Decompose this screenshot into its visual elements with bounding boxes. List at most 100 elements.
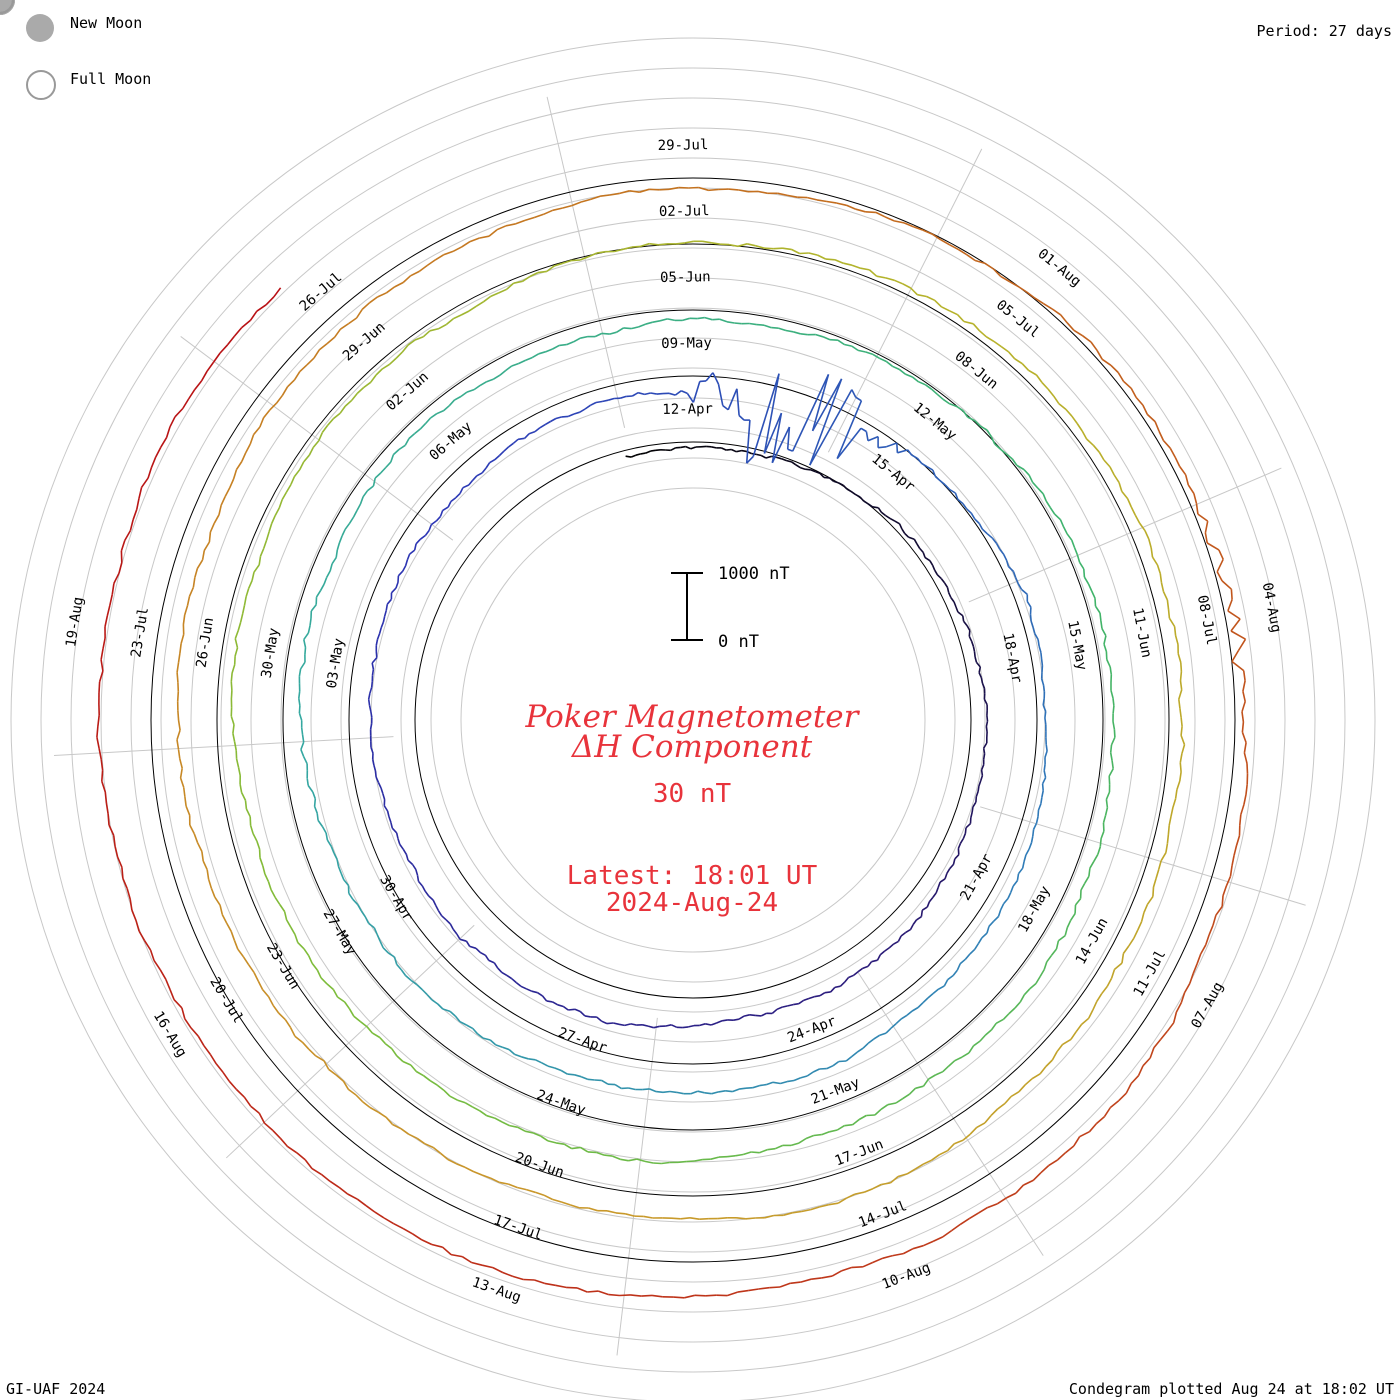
trace-segment xyxy=(670,1024,678,1029)
trace-segment xyxy=(258,1112,266,1124)
trace-segment xyxy=(694,1294,706,1297)
trace-segment xyxy=(465,940,471,947)
trace-segment xyxy=(786,1079,795,1083)
trace-segment xyxy=(1110,364,1119,374)
trace-segment xyxy=(982,748,986,754)
trace-segment xyxy=(1004,1095,1012,1105)
trace-segment xyxy=(773,247,783,250)
trace-segment xyxy=(147,467,153,479)
trace-segment xyxy=(765,455,772,459)
trace-segment xyxy=(442,1246,452,1256)
trace-segment xyxy=(1215,906,1223,916)
trace-segment xyxy=(830,986,836,993)
trace-segment xyxy=(704,316,713,321)
trace-segment xyxy=(874,1108,882,1116)
trace-segment xyxy=(798,1137,807,1144)
trace-segment xyxy=(704,1092,712,1095)
date-label: 17-Jul xyxy=(491,1212,544,1244)
trace-segment xyxy=(482,1037,491,1041)
legend-new-moon-label: New Moon xyxy=(70,14,143,32)
trace-segment xyxy=(187,389,196,400)
trace-segment xyxy=(826,200,837,204)
trace-segment xyxy=(913,225,924,231)
trace-segment xyxy=(968,630,971,637)
trace-segment xyxy=(954,1056,963,1062)
trace-segment xyxy=(838,1060,847,1063)
trace-segment xyxy=(121,867,124,879)
trace-segment xyxy=(336,542,341,551)
trace-segment xyxy=(312,791,317,800)
trace-segment xyxy=(647,1025,654,1029)
trace-segment xyxy=(201,550,206,561)
trace-segment xyxy=(1021,861,1025,869)
trace-segment xyxy=(219,905,224,915)
trace-segment xyxy=(132,509,138,521)
trace-segment xyxy=(601,332,610,335)
trace-segment xyxy=(344,522,351,530)
trace-segment xyxy=(441,915,447,921)
trace-segment xyxy=(620,1158,629,1162)
trace-segment xyxy=(468,479,474,486)
trace-segment xyxy=(579,1010,586,1017)
date-label: 11-Jun xyxy=(1129,606,1154,659)
trace-segment xyxy=(489,458,496,464)
scale-bar: 1000 nT 0 nT xyxy=(671,564,790,652)
trace-segment xyxy=(390,454,395,463)
trace-segment xyxy=(943,582,949,588)
trace-segment xyxy=(194,568,199,578)
trace-segment xyxy=(355,308,363,319)
trace-segment xyxy=(244,800,248,809)
trace-segment xyxy=(320,977,328,985)
trace-segment xyxy=(347,1088,357,1096)
trace-segment xyxy=(233,327,243,337)
trace-segment xyxy=(790,1142,800,1147)
trace-segment xyxy=(962,410,969,418)
trace-segment xyxy=(690,1090,698,1095)
trace-segment xyxy=(541,995,548,1002)
trace-segment xyxy=(639,188,650,193)
trace-segment xyxy=(554,1067,562,1072)
trace-segment xyxy=(614,248,624,253)
trace-segment xyxy=(964,827,967,834)
trace-segment xyxy=(1101,358,1112,366)
trace-segment xyxy=(940,239,950,246)
trace-segment xyxy=(181,1007,186,1020)
trace-segment xyxy=(662,1090,671,1094)
trace-segment xyxy=(1204,532,1208,544)
trace-segment xyxy=(980,769,984,776)
date-label: 29-Jun xyxy=(340,319,389,364)
trace-segment xyxy=(780,1080,788,1085)
trace-segment xyxy=(230,681,233,691)
grid-spoke xyxy=(225,924,475,1159)
trace-segment xyxy=(468,305,477,312)
trace-segment xyxy=(938,1149,948,1156)
trace-segment xyxy=(182,614,186,625)
trace-segment xyxy=(392,1123,402,1130)
trace-segment xyxy=(970,640,975,647)
trace-segment xyxy=(410,270,420,277)
trace-segment xyxy=(182,398,190,409)
trace-segment xyxy=(365,1205,376,1213)
trace-segment xyxy=(369,723,373,730)
trace-segment xyxy=(974,259,986,265)
date-label: 24-Apr xyxy=(785,1013,838,1046)
trace-segment xyxy=(285,484,292,493)
trace-segment xyxy=(538,350,547,355)
trace-segment xyxy=(286,379,296,388)
trace-segment xyxy=(1073,547,1079,556)
trace-segment xyxy=(401,344,409,353)
trace-segment xyxy=(659,318,668,322)
trace-segment xyxy=(562,204,573,209)
trace-segment xyxy=(1007,566,1015,573)
trace-segment xyxy=(1216,571,1223,582)
trace-segment xyxy=(857,349,866,353)
trace-segment xyxy=(415,869,419,876)
trace-segment xyxy=(968,635,973,642)
trace-segment xyxy=(348,892,354,900)
trace-segment xyxy=(1023,854,1027,862)
trace-segment xyxy=(1109,744,1113,753)
trace-segment xyxy=(1241,711,1245,723)
trace-segment xyxy=(357,904,362,912)
trace-segment xyxy=(369,687,373,694)
trace-segment xyxy=(855,208,866,213)
